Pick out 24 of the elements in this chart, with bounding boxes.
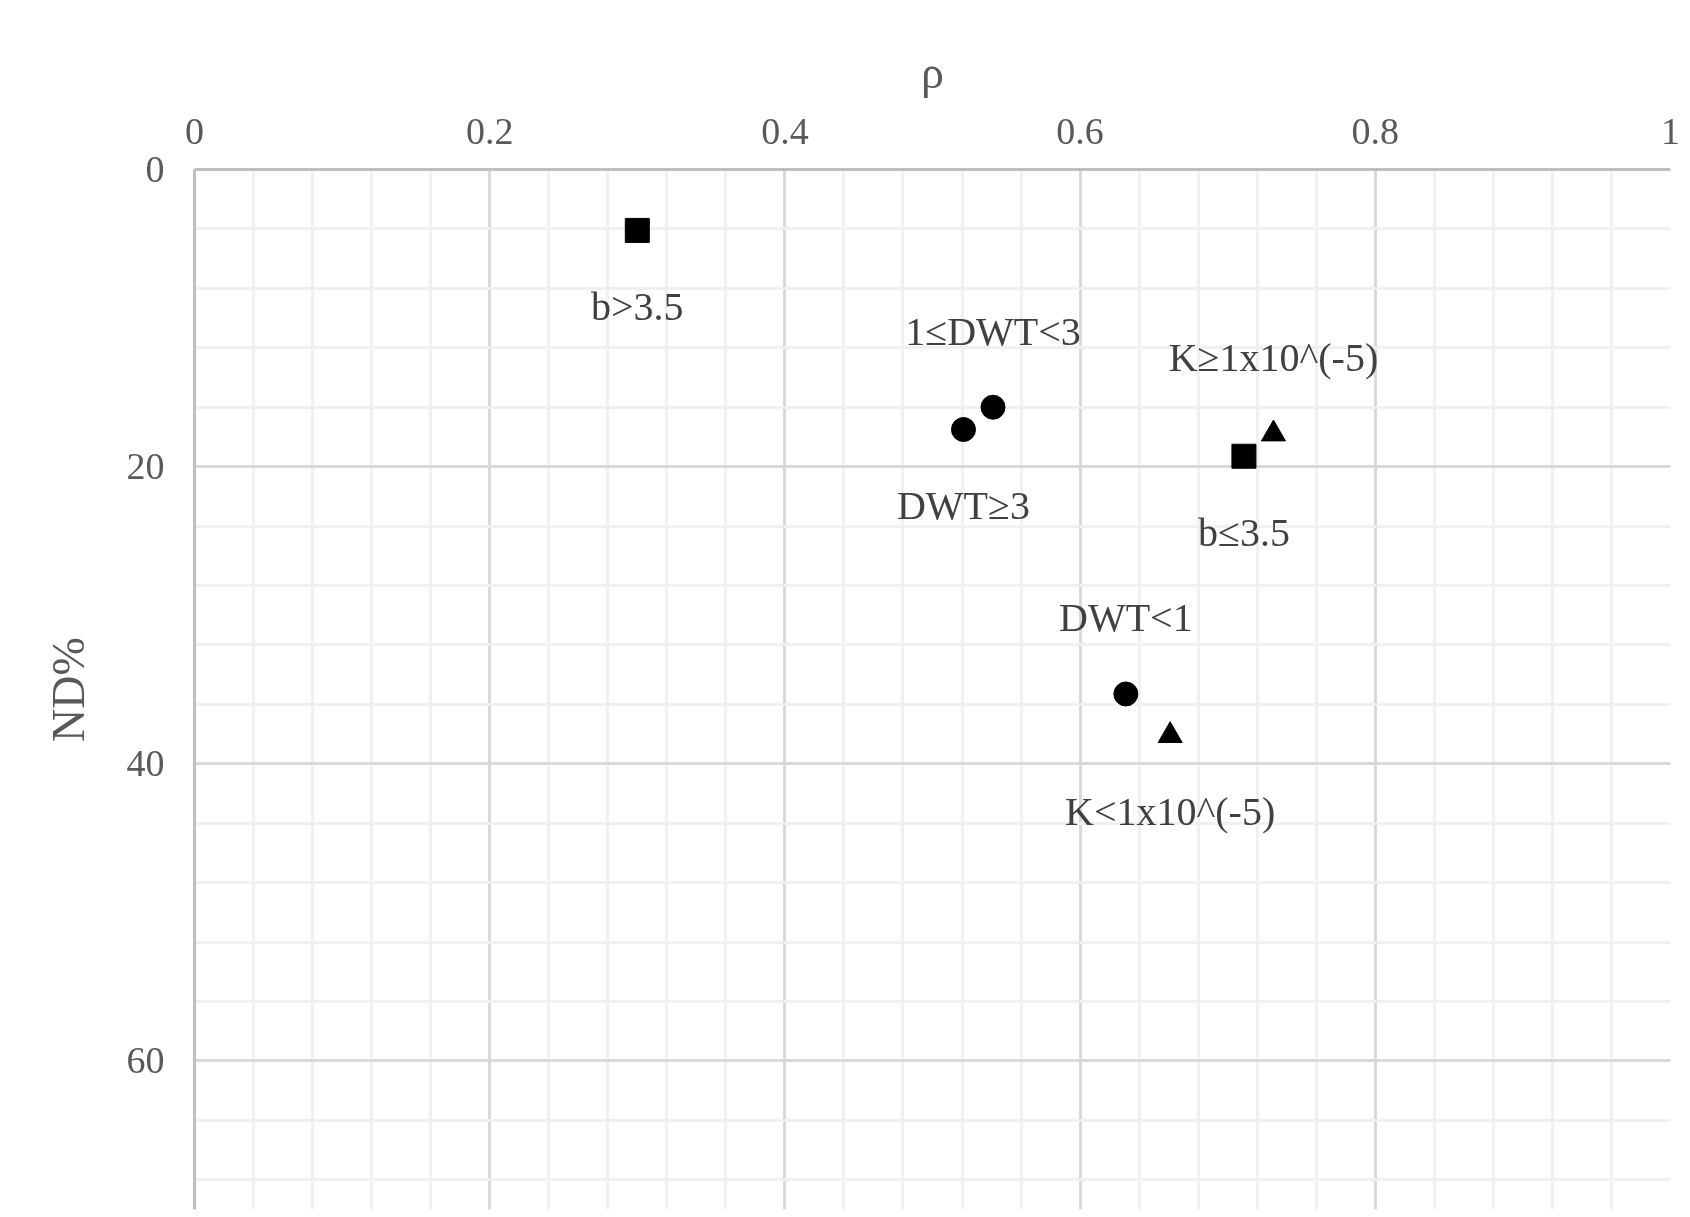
y-tick-label: 0 — [145, 148, 165, 190]
x-tick-label: 0.6 — [1056, 109, 1104, 152]
annotation: 1≤DWT<3 — [905, 308, 1081, 354]
x-tick-label: 0.8 — [1351, 109, 1400, 152]
x-tick-label: 0 — [185, 109, 204, 152]
point — [980, 394, 1006, 420]
annotation: DWT<1 — [1059, 595, 1193, 641]
x-tick-label: 0.2 — [465, 109, 514, 152]
point — [1231, 443, 1257, 469]
x-axis-title: ρ — [921, 46, 944, 98]
annotation: K≥1x10^(-5) — [1168, 335, 1379, 381]
annotation: b>3.5 — [591, 283, 684, 329]
x-tick-label: 1 — [1661, 109, 1680, 152]
y-tick-label: 20 — [126, 445, 165, 488]
point — [951, 417, 976, 442]
x-tick-label: 0.4 — [761, 109, 809, 152]
point — [624, 217, 650, 243]
y-axis-title: ND% — [42, 637, 94, 742]
y-tick-label: 60 — [126, 1039, 165, 1082]
y-tick-label: 40 — [126, 742, 165, 785]
annotation: DWT≥3 — [896, 483, 1031, 528]
annotation: K<1x10^(-5) — [1065, 789, 1276, 835]
point — [1113, 681, 1139, 707]
annotation: b≤3.5 — [1197, 509, 1290, 555]
